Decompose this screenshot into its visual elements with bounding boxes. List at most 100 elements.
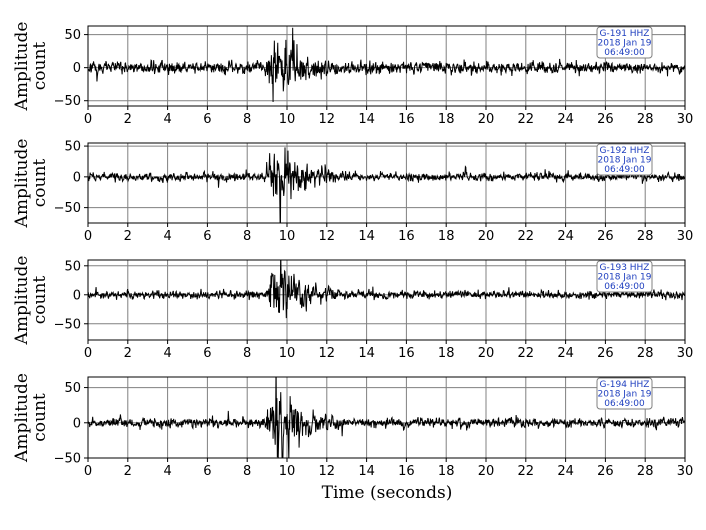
x-axis-label: Time (seconds) (322, 483, 453, 503)
x-tick-label: 28 (637, 229, 654, 244)
x-tick-label: 20 (478, 346, 495, 361)
x-tick-label: 24 (557, 229, 574, 244)
annotation-time: 06:49:00 (604, 48, 645, 58)
annotation-date: 2018 Jan 19 (598, 273, 652, 283)
y-tick-label: 0 (73, 288, 81, 303)
y-tick-label: −50 (54, 317, 81, 332)
annotation-date: 2018 Jan 19 (598, 39, 652, 49)
x-tick-label: 14 (358, 464, 375, 479)
x-tick-label: 16 (398, 229, 415, 244)
x-tick-label: 26 (597, 112, 614, 127)
annotation-box (596, 143, 653, 176)
axes-frame (87, 25, 686, 107)
annotation-time: 06:49:00 (604, 282, 645, 292)
y-tick-label: −50 (54, 94, 81, 109)
x-tick-label: 28 (637, 112, 654, 127)
y-tick-label: 50 (64, 259, 81, 274)
x-tick-label: 6 (203, 112, 211, 127)
x-tick-label: 12 (319, 464, 336, 479)
y-tick-label: 0 (73, 170, 81, 185)
x-tick-label: 30 (677, 346, 694, 361)
x-tick-label: 22 (518, 229, 535, 244)
y-tick-label: 50 (64, 381, 81, 396)
annotation-station: G-191 HHZ (600, 29, 650, 39)
x-tick-label: 22 (518, 112, 535, 127)
x-tick-label: 2 (124, 112, 132, 127)
x-tick-label: 0 (84, 464, 92, 479)
y-tick-label: 0 (73, 61, 81, 76)
x-tick-label: 30 (677, 112, 694, 127)
annotation-date: 2018 Jan 19 (598, 390, 652, 400)
annotation-station: G-192 HHZ (600, 146, 650, 156)
x-tick-label: 30 (677, 229, 694, 244)
x-tick-label: 28 (637, 464, 654, 479)
x-tick-label: 14 (358, 112, 375, 127)
x-tick-label: 2 (124, 229, 132, 244)
y-axis-label: Amplitudecount (12, 22, 50, 112)
y-axis-label: Amplitudecount (12, 256, 50, 346)
x-tick-label: 6 (203, 464, 211, 479)
x-tick-label: 10 (279, 464, 296, 479)
axes-frame (87, 259, 686, 341)
x-tick-label: 8 (243, 346, 251, 361)
x-tick-label: 8 (243, 464, 251, 479)
panel-1: 0 2 4 6 8 10 12 14 16 18 20 22 24 26 28 30−50050Amplitu… (12, 22, 693, 127)
x-tick-label: 6 (203, 229, 211, 244)
x-tick-label: 16 (398, 464, 415, 479)
annotation-station: G-194 HHZ (600, 380, 650, 390)
x-tick-label: 24 (557, 464, 574, 479)
x-tick-label: 8 (243, 229, 251, 244)
x-tick-label: 12 (319, 229, 336, 244)
annotation-station: G-193 HHZ (600, 263, 650, 273)
y-tick-label: 50 (64, 140, 81, 155)
y-tick-label: 50 (64, 28, 81, 43)
seismogram-trace (88, 377, 685, 458)
x-tick-label: 0 (84, 346, 92, 361)
x-tick-label: 18 (438, 464, 455, 479)
x-tick-label: 22 (518, 464, 535, 479)
x-tick-label: 26 (597, 229, 614, 244)
x-tick-label: 30 (677, 464, 694, 479)
x-tick-label: 4 (163, 346, 171, 361)
x-tick-label: 10 (279, 112, 296, 127)
x-tick-label: 14 (358, 229, 375, 244)
annotation-box (596, 377, 653, 410)
x-tick-label: 0 (84, 112, 92, 127)
x-tick-label: 20 (478, 464, 495, 479)
panel-2: 0 2 4 6 8 10 12 14 16 18 20 22 24 26 28 30−50050Amplitu… (12, 139, 693, 244)
x-tick-label: 12 (319, 346, 336, 361)
x-tick-label: 24 (557, 112, 574, 127)
panel-3: 0 2 4 6 8 10 12 14 16 18 20 22 24 26 28 30−50050Amplitu… (12, 256, 694, 361)
x-tick-label: 18 (438, 346, 455, 361)
x-tick-label: 20 (478, 112, 495, 127)
y-axis-label: Amplitudecount (12, 373, 50, 463)
y-tick-label: −50 (54, 201, 81, 216)
x-tick-label: 4 (163, 229, 171, 244)
x-tick-label: 0 (84, 229, 92, 244)
x-tick-label: 18 (438, 229, 455, 244)
panel-4: 0 2 4 6 8 10 12 14 16 18 20 22 24 26 28 30−50050Amplitu… (12, 373, 694, 479)
y-tick-label: 0 (73, 416, 81, 431)
annotation-date: 2018 Jan 19 (598, 156, 652, 166)
x-tick-label: 4 (163, 464, 171, 479)
y-axis-label: Amplitudecount (12, 139, 50, 229)
x-tick-label: 4 (163, 112, 171, 127)
y-tick-label: −50 (54, 452, 81, 467)
x-tick-label: 22 (518, 346, 535, 361)
x-tick-label: 12 (319, 112, 336, 127)
annotation-time: 06:49:00 (604, 399, 645, 409)
x-tick-label: 10 (279, 229, 296, 244)
x-tick-label: 20 (478, 229, 495, 244)
axes-frame (87, 376, 686, 459)
seismogram-trace (88, 260, 685, 319)
axes-frame (87, 142, 686, 224)
x-tick-label: 10 (279, 346, 296, 361)
x-tick-label: 16 (398, 112, 415, 127)
x-tick-label: 26 (597, 464, 614, 479)
x-tick-label: 14 (358, 346, 375, 361)
x-tick-label: 8 (243, 112, 251, 127)
